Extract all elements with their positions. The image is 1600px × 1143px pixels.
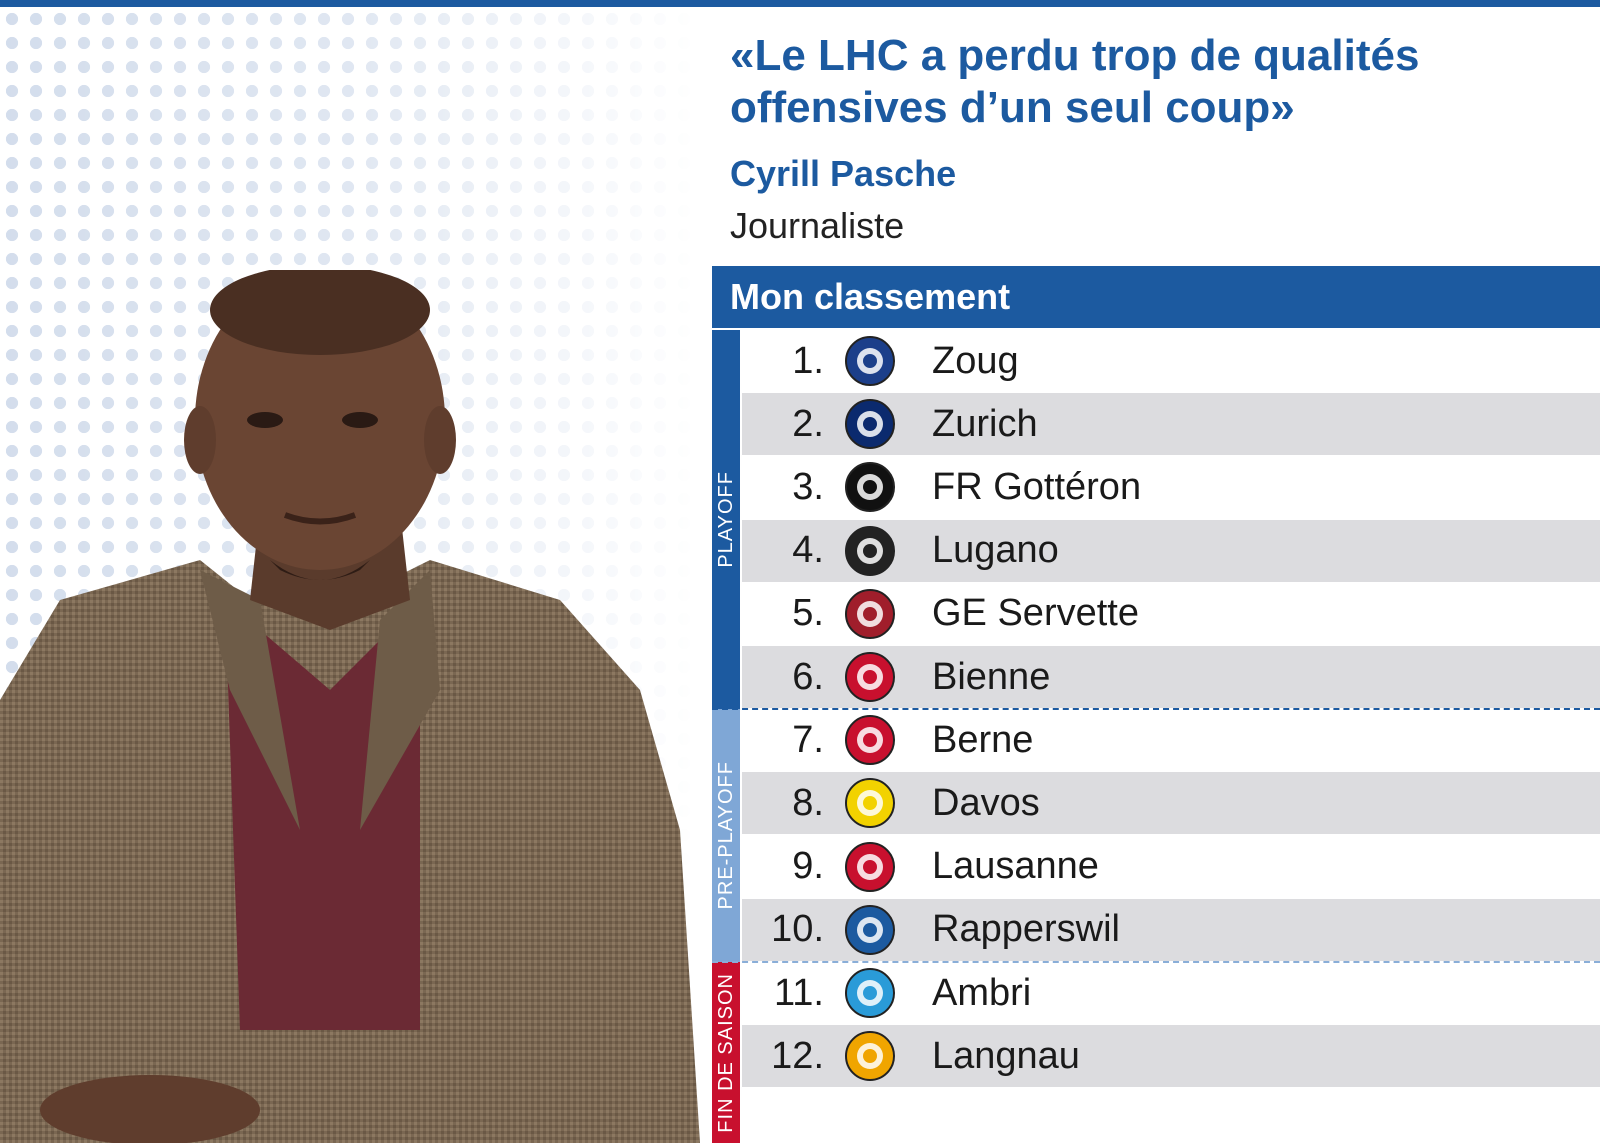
rank-number: 12. — [771, 1034, 824, 1077]
article-header: «Le LHC a perdu trop de qualités offensi… — [730, 30, 1590, 248]
ranking-row: 8. Davos — [742, 772, 1600, 835]
team-name: Bienne — [932, 655, 1051, 698]
team-name: FR Gottéron — [932, 465, 1142, 508]
lugano-logo — [842, 523, 898, 579]
rank-number: 7. — [792, 718, 824, 761]
side-label-text: PRE-PLAYOFF — [714, 761, 737, 910]
side-label-text: FIN DE SAISON — [714, 972, 737, 1133]
team-name: GE Servette — [932, 592, 1139, 635]
side-label-playoff: PLAYOFF — [712, 330, 740, 710]
side-label-text: PLAYOFF — [714, 471, 737, 568]
rank-number: 4. — [792, 529, 824, 572]
ranking-row: 11. Ambri — [742, 962, 1600, 1024]
berne-logo — [842, 712, 898, 768]
team-name: Ambri — [932, 971, 1032, 1014]
top-accent-bar — [0, 0, 1600, 7]
team-name: Lausanne — [932, 845, 1099, 888]
ranking-row: 7. Berne — [742, 709, 1600, 771]
team-name: Zurich — [932, 402, 1038, 445]
rank-number: 2. — [792, 402, 824, 445]
headline-quote: «Le LHC a perdu trop de qualités offensi… — [730, 31, 1420, 132]
rank-number: 5. — [792, 592, 824, 635]
team-name: Langnau — [932, 1034, 1080, 1077]
group-divider — [712, 961, 1600, 963]
ranking-row: 6. Bienne — [742, 646, 1600, 708]
lausanne-logo — [842, 839, 898, 895]
bienne-logo — [842, 649, 898, 705]
davos-logo — [842, 775, 898, 831]
author-role: Journaliste — [730, 205, 905, 246]
ranking-title: Mon classement — [712, 266, 1600, 328]
rank-number: 11. — [773, 971, 824, 1014]
author-name: Cyrill Pasche — [730, 153, 957, 194]
ranking-row: 3. FR Gottéron — [742, 456, 1600, 518]
langnau-logo — [842, 1028, 898, 1084]
side-label-pre-playoff: PRE-PLAYOFF — [712, 709, 740, 962]
ambri-logo — [842, 965, 898, 1021]
team-name: Berne — [932, 718, 1034, 761]
ranking-row: 5. GE Servette — [742, 583, 1600, 645]
ranking-row: 1. Zoug — [742, 330, 1600, 392]
ranking-list: PLAYOFF PRE-PLAYOFF FIN DE SAISON 1. Zoug 2. Z… — [712, 330, 1600, 1143]
team-name: Davos — [932, 781, 1040, 824]
rank-number: 9. — [792, 845, 824, 888]
team-name: Zoug — [932, 339, 1019, 382]
zurich-logo — [842, 396, 898, 452]
ranking-row: 4. Lugano — [742, 519, 1600, 582]
side-label-fin-de-saison: FIN DE SAISON — [712, 962, 740, 1143]
ranking-row: 10. Rapperswil — [742, 898, 1600, 961]
ranking-row: 12. Langnau — [742, 1025, 1600, 1088]
rank-number: 6. — [792, 655, 824, 698]
rank-number: 10. — [771, 908, 824, 951]
team-name: Lugano — [932, 529, 1059, 572]
zoug-logo — [842, 333, 898, 389]
rank-number: 8. — [792, 781, 824, 824]
ge-servette-logo — [842, 586, 898, 642]
team-name: Rapperswil — [932, 908, 1120, 951]
rank-number: 3. — [792, 465, 824, 508]
rank-number: 1. — [792, 339, 824, 382]
rapperswil-logo — [842, 902, 898, 958]
ranking-row: 2. Zurich — [742, 393, 1600, 456]
fr-gotteron-logo — [842, 459, 898, 515]
ranking-row: 9. Lausanne — [742, 836, 1600, 898]
journalist-photo — [0, 270, 700, 1143]
group-divider — [712, 708, 1600, 711]
